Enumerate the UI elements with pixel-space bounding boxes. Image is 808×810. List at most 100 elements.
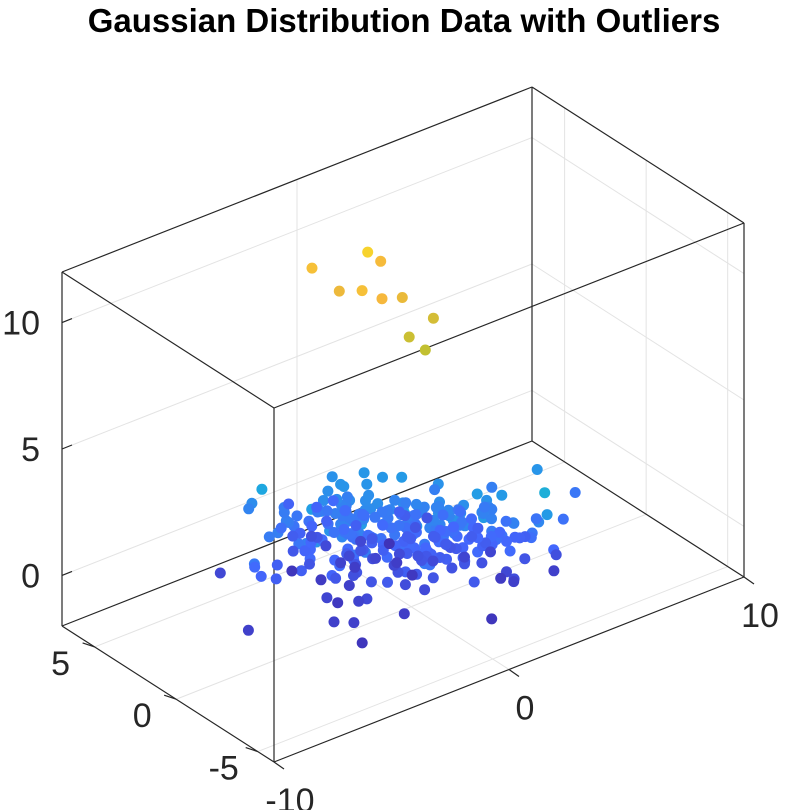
data-point [400, 497, 412, 509]
data-point [322, 485, 334, 497]
data-point [421, 512, 433, 524]
data-point [348, 617, 360, 629]
data-point [495, 572, 507, 584]
data-point [369, 511, 381, 523]
data-point [299, 545, 311, 557]
data-point [321, 515, 333, 527]
z-tick-mark [61, 570, 73, 576]
data-point [429, 484, 441, 496]
data-point [466, 531, 478, 542]
data-point [358, 467, 370, 479]
data-point [419, 584, 431, 596]
data-point [304, 558, 315, 570]
data-point [327, 495, 339, 507]
data-point [539, 487, 551, 499]
data-point [406, 569, 418, 581]
data-point [330, 572, 342, 584]
data-point [410, 509, 422, 521]
data-point [370, 552, 381, 564]
z-tick-mark [61, 318, 73, 324]
box-edge [61, 271, 275, 409]
data-point [335, 557, 347, 569]
data-point [454, 506, 466, 517]
data-point [255, 570, 267, 582]
data-point [494, 526, 506, 538]
data-point [430, 502, 442, 513]
data-point [339, 505, 351, 516]
x-tick-mark [743, 576, 755, 585]
data-point [343, 580, 355, 591]
data-point [320, 540, 332, 552]
data-point [396, 471, 408, 483]
data-point [409, 522, 421, 533]
grid-line-z-back [61, 389, 533, 576]
data-point [476, 557, 488, 569]
data-point [377, 519, 389, 531]
data-point [410, 498, 422, 510]
data-point [508, 576, 520, 588]
outlier-point [356, 285, 368, 297]
data-point [287, 545, 299, 557]
data-point [286, 565, 298, 577]
data-point [550, 549, 562, 561]
grid-line-z-side [531, 263, 745, 401]
box-edge [61, 625, 275, 763]
y-tick-label: 0 [133, 697, 152, 735]
data-point [427, 555, 439, 567]
data-point [243, 503, 255, 515]
data-point [348, 570, 359, 581]
data-point [486, 481, 498, 493]
outlier-point [396, 292, 408, 303]
z-tick-label: 5 [21, 431, 40, 469]
tick-marks [61, 318, 755, 770]
outlier-point [306, 262, 318, 274]
data-point [427, 572, 439, 584]
data-point [412, 550, 424, 562]
data-point [328, 527, 340, 538]
data-point [295, 565, 307, 577]
data-point [326, 471, 338, 483]
outlier-point [376, 293, 388, 305]
data-point [306, 520, 318, 532]
outlier-point [375, 255, 387, 267]
data-point [361, 478, 373, 490]
data-point [486, 613, 498, 625]
data-point [420, 542, 432, 554]
data-point [287, 530, 299, 542]
data-point [385, 522, 397, 534]
data-point [496, 489, 508, 501]
data-point [399, 579, 411, 591]
data-point [440, 538, 452, 550]
z-tick-label: 10 [2, 305, 40, 343]
data-point [377, 471, 388, 483]
data-point [459, 551, 470, 563]
data-point [391, 557, 403, 569]
data-point [504, 545, 516, 557]
data-point [332, 597, 344, 609]
x-tick-mark [273, 761, 285, 770]
y-tick-label: -5 [209, 750, 239, 788]
grid-line-z-side [531, 390, 745, 527]
data-point [448, 521, 459, 533]
data-point [363, 489, 375, 501]
box-edge [531, 440, 745, 578]
data-point [500, 515, 512, 527]
grid-line-y-floor [175, 513, 647, 700]
data-point [315, 574, 327, 586]
data-point [275, 522, 287, 534]
data-point [486, 513, 497, 525]
grid-line-z-side [531, 137, 745, 274]
outlier-point [419, 344, 431, 356]
data-point [471, 488, 483, 500]
data-point [382, 576, 393, 588]
data-point [270, 573, 282, 585]
data-point [466, 513, 477, 525]
data-point [242, 624, 254, 636]
data-point [321, 592, 333, 604]
data-point [428, 530, 439, 542]
box-edge [273, 222, 745, 409]
tick-labels: -10 0 10 -5 0 5 0 5 10 [2, 305, 779, 810]
x-tick-label: -10 [265, 782, 314, 810]
y-tick-label: 5 [51, 645, 70, 683]
box-edge [531, 86, 745, 224]
